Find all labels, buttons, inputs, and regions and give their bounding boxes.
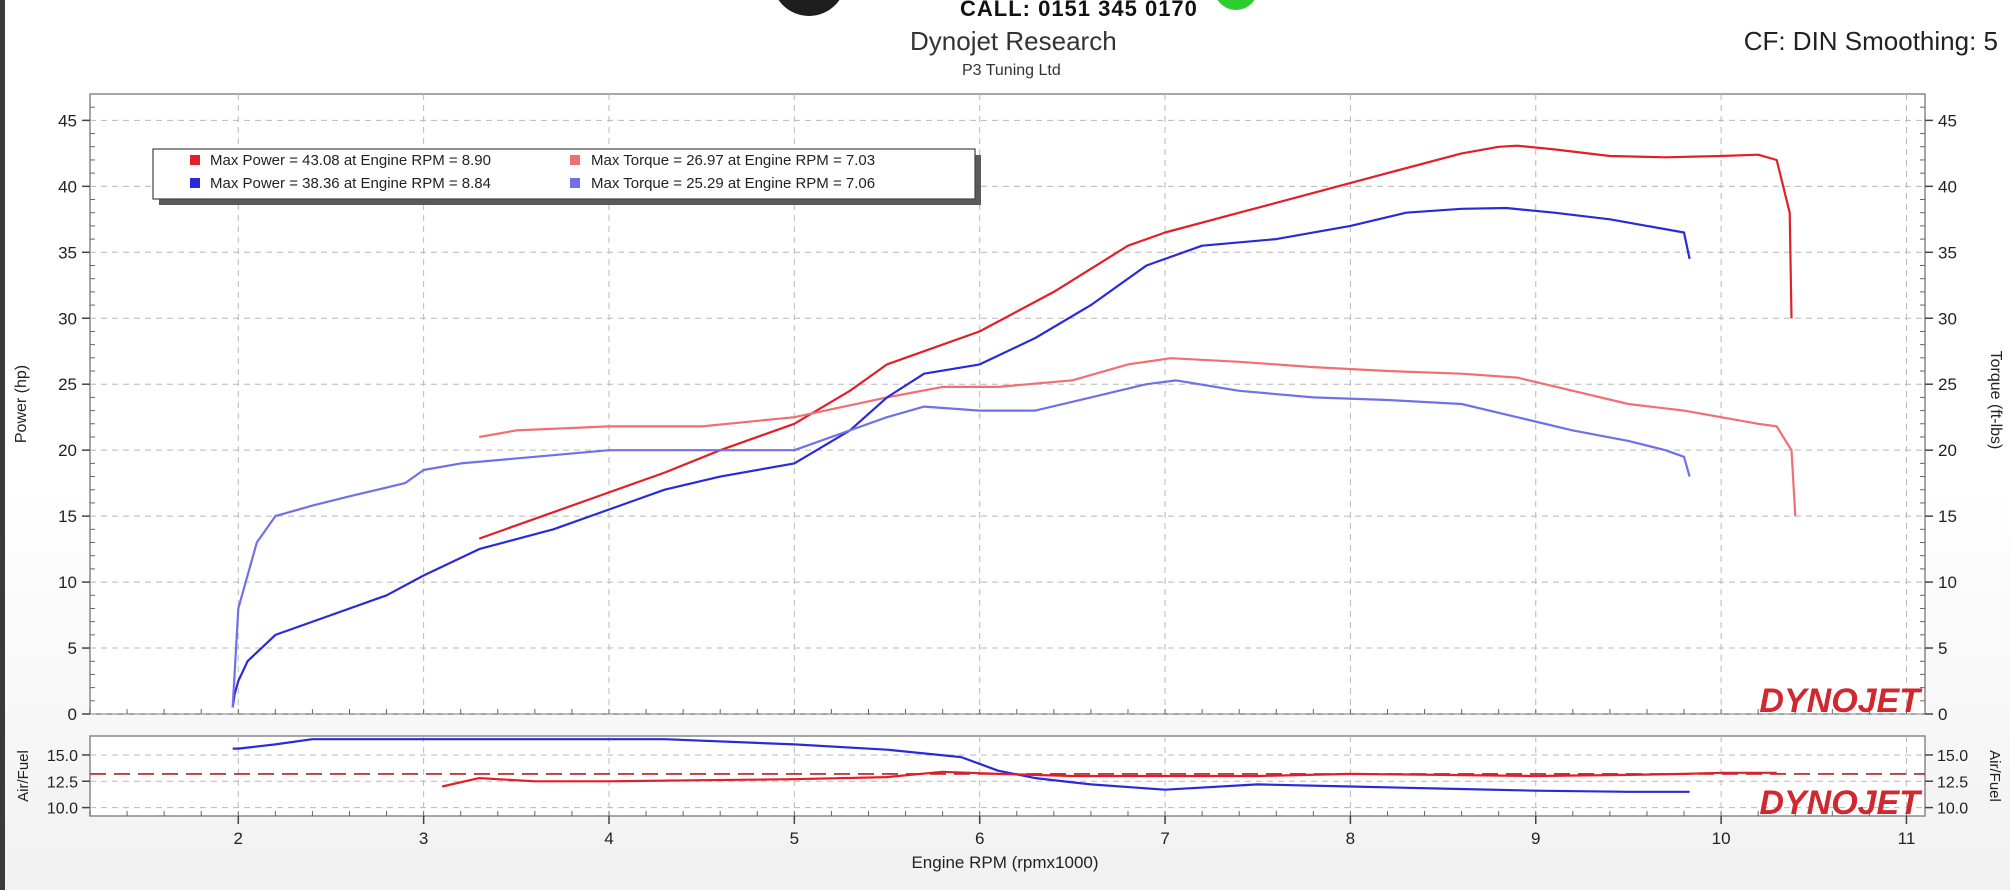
afr-y-tick-label: 10.0: [47, 801, 78, 818]
correction-factor-label: CF: DIN Smoothing: 5: [1743, 26, 1998, 56]
y2-tick-label: 35: [1938, 243, 1957, 262]
run2-torque-line: [231, 379, 1691, 708]
y-tick-label: 45: [58, 111, 77, 130]
afr-y-tick-label: 12.5: [47, 774, 78, 791]
legend-swatch: [570, 155, 580, 165]
y2-tick-label: 45: [1938, 111, 1957, 130]
x-tick-label: 2: [234, 829, 243, 848]
y2-tick-label: 5: [1938, 639, 1947, 658]
legend-entry: Max Torque = 25.29 at Engine RPM = 7.06: [591, 175, 875, 192]
y2-tick-label: 25: [1938, 375, 1957, 394]
y2-tick-label: 15: [1938, 507, 1957, 526]
y-tick-label: 30: [58, 309, 77, 328]
window-border: [0, 0, 5, 890]
y2-tick-label: 30: [1938, 309, 1957, 328]
afr-y-tick-label: 15.0: [47, 748, 78, 765]
x-tick-label: 6: [975, 829, 984, 848]
legend-swatch: [570, 178, 580, 188]
legend-swatch: [190, 155, 200, 165]
run2-power-line: [231, 206, 1691, 708]
x-tick-label: 4: [604, 829, 613, 848]
y2-tick-label: 20: [1938, 441, 1957, 460]
legend-entry: Max Power = 43.08 at Engine RPM = 8.90: [210, 152, 491, 169]
afr-y2-tick-label: 15.0: [1937, 748, 1968, 765]
x-tick-label: 8: [1346, 829, 1355, 848]
run1-torque-line: [479, 357, 1797, 517]
y-axis-label-torque: Torque (ft-lbs): [1987, 351, 2004, 450]
legend: Max Power = 43.08 at Engine RPM = 8.90 M…: [152, 148, 981, 205]
y-tick-label: 15: [58, 507, 77, 526]
x-tick-label: 3: [419, 829, 428, 848]
run1-power-line: [478, 144, 1793, 540]
afr-plot-area: [89, 735, 1926, 817]
y-tick-label: 0: [68, 705, 77, 724]
y-tick-label: 25: [58, 375, 77, 394]
x-tick-label: 10: [1712, 829, 1731, 848]
x-tick-label: 9: [1531, 829, 1540, 848]
afr-y2-tick-label: 10.0: [1937, 801, 1968, 818]
x-tick-label: 5: [790, 829, 799, 848]
y-tick-label: 20: [58, 441, 77, 460]
legend-entry: Max Torque = 26.97 at Engine RPM = 7.03: [591, 152, 875, 169]
dynojet-logo: DYNOJET: [1759, 682, 1923, 720]
y-tick-label: 40: [58, 177, 77, 196]
header-banner: CALL: 0151 345 0170: [960, 0, 1198, 21]
y-axis-label-power: Power (hp): [13, 365, 30, 443]
x-tick-label: 11: [1898, 829, 1916, 848]
y-tick-label: 10: [58, 573, 77, 592]
afr-axis-label-left: Air/Fuel: [15, 750, 32, 802]
green-badge-icon: [1214, 0, 1258, 10]
run1-afr-line: [441, 770, 1777, 788]
afr-dynojet-logo: DYNOJET: [1759, 784, 1923, 822]
afr-y2-tick-label: 12.5: [1937, 774, 1968, 791]
chart-title: Dynojet Research: [910, 26, 1117, 56]
x-tick-label: 7: [1160, 829, 1169, 848]
chart-subtitle: P3 Tuning Ltd: [962, 62, 1061, 79]
legend-swatch: [190, 178, 200, 188]
y-tick-label: 35: [58, 243, 77, 262]
y2-tick-label: 10: [1938, 573, 1957, 592]
afr-axis-label-right: Air/Fuel: [1986, 750, 2003, 802]
x-axis-label: Engine RPM (rpmx1000): [911, 853, 1098, 872]
legend-entry: Max Power = 38.36 at Engine RPM = 8.84: [210, 175, 491, 192]
y2-tick-label: 0: [1938, 705, 1947, 724]
y-tick-label: 5: [68, 639, 77, 658]
y2-tick-label: 40: [1938, 177, 1957, 196]
